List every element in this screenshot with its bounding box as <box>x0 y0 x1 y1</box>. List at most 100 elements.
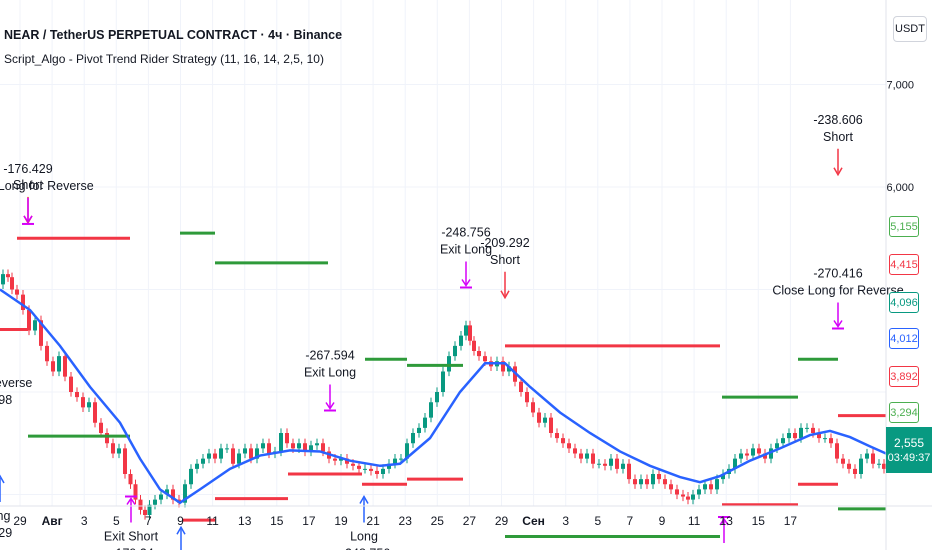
trade-label: -270.416 <box>813 267 862 281</box>
x-tick-label: 29 <box>495 514 509 528</box>
candle-body <box>697 489 701 495</box>
candle-body <box>45 345 49 362</box>
chart-grid <box>0 0 886 506</box>
candle-body <box>183 484 187 503</box>
y-tick-label: 6,000 <box>886 182 914 194</box>
pivot-levels <box>0 231 886 539</box>
candle-body <box>381 468 385 474</box>
candle-body <box>363 468 367 470</box>
candle-body <box>219 448 223 459</box>
candle-body <box>799 427 803 439</box>
candle-body <box>411 433 415 444</box>
candle-body <box>531 402 535 413</box>
strategy-title[interactable]: Script_Algo - Pivot Trend Rider Strategy… <box>4 52 324 66</box>
moving-average-line <box>0 288 887 505</box>
candle-body <box>441 371 445 392</box>
candle-body <box>267 443 271 454</box>
candle-body <box>87 402 91 408</box>
trade-label: -267.594 <box>305 349 354 363</box>
moving-average <box>0 288 887 505</box>
candle-body <box>609 458 613 466</box>
candle-body <box>865 453 869 459</box>
trade-annotations: Short -176.429 Close Long for Reverse for R… <box>0 113 904 550</box>
candle-body <box>81 397 85 408</box>
candle-body <box>351 463 355 466</box>
x-tick-label: 27 <box>463 514 477 528</box>
candle-body <box>615 458 619 469</box>
candle-body <box>111 443 115 454</box>
candle-body <box>57 356 61 372</box>
bar-countdown: 03:49:37 <box>887 452 931 464</box>
x-tick-label: 11 <box>206 514 219 528</box>
candle-body <box>393 458 397 464</box>
candle-body <box>775 443 779 449</box>
candle-body <box>447 356 451 372</box>
x-tick-label: 5 <box>594 514 601 528</box>
candle-body <box>165 489 169 495</box>
x-tick-label: 19 <box>334 514 348 528</box>
candle-body <box>10 277 14 290</box>
x-tick-label: 13 <box>238 514 252 528</box>
candle-body <box>561 438 565 444</box>
trade-label: .429 <box>0 526 12 540</box>
candle-body <box>633 479 637 485</box>
symbol-title[interactable]: NEAR / TetherUS PERPETUAL CONTRACT · 4ч … <box>4 28 343 42</box>
candle-body <box>143 509 147 515</box>
candle-body <box>285 433 289 444</box>
candle-body <box>663 479 667 485</box>
candle-body <box>147 504 152 515</box>
candle-body <box>483 356 487 362</box>
x-tick-label: 17 <box>784 514 798 528</box>
trade-label: Exit Short <box>104 530 159 544</box>
candle-body <box>639 479 643 485</box>
exit-marker-head <box>23 215 33 224</box>
candle-body <box>93 402 97 423</box>
price-tag: 4,096 <box>889 292 919 313</box>
candle-body <box>51 361 55 372</box>
trade-label: .498 <box>0 393 12 407</box>
entry-arrow-head <box>833 167 843 177</box>
candle-body <box>243 448 247 454</box>
candle-body <box>153 499 157 505</box>
x-tick-label: 9 <box>659 514 666 528</box>
trade-label: Exit Long <box>304 366 356 380</box>
candle-body <box>882 463 886 469</box>
candle-body <box>537 412 541 423</box>
candle-body <box>6 274 10 278</box>
candle-body <box>105 433 109 444</box>
candle-body <box>823 438 827 440</box>
candle-body <box>435 392 439 403</box>
candle-body <box>519 381 523 392</box>
candle-body <box>787 433 791 439</box>
currency-button[interactable]: USDT <box>893 16 927 42</box>
candle-body <box>871 453 875 464</box>
x-tick-label: 3 <box>562 514 569 528</box>
entry-arrow-head <box>0 474 5 484</box>
candle-body <box>651 474 655 485</box>
x-tick-label: 29 <box>13 514 27 528</box>
trade-label: Close Long for Reverse <box>772 284 903 298</box>
candle-body <box>501 361 505 372</box>
candle-body <box>468 325 472 341</box>
candle-body <box>645 479 649 485</box>
candle-body <box>739 453 743 459</box>
x-tick-label: 25 <box>431 514 445 528</box>
x-tick-label: Авг <box>42 514 63 528</box>
x-tick-label: 13 <box>720 514 734 528</box>
trade-label: Short <box>823 130 853 144</box>
candle-body <box>757 448 761 454</box>
candle-body <box>817 433 821 439</box>
candle-body <box>877 463 881 465</box>
current-price-tag: 2,555 03:49:37 <box>886 427 932 473</box>
candle-body <box>751 448 755 456</box>
candle-body <box>657 474 661 480</box>
candle-body <box>117 448 121 454</box>
candle-body <box>207 453 211 459</box>
candle-body <box>333 458 337 461</box>
trade-label: Short <box>13 178 43 192</box>
candle-body <box>715 479 719 490</box>
candle-body <box>835 443 839 459</box>
candle-body <box>123 448 127 474</box>
